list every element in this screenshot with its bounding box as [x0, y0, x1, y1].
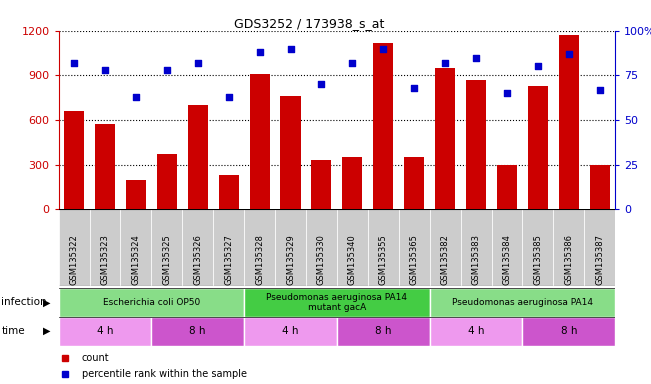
Bar	[522, 209, 553, 286]
Point	[533, 63, 543, 70]
Text: 8 h: 8 h	[189, 326, 206, 336]
Point	[409, 85, 419, 91]
Bar	[430, 209, 460, 286]
Text: GSM135387: GSM135387	[595, 233, 604, 285]
Bar	[430, 317, 522, 346]
Bar	[590, 165, 610, 209]
Point	[594, 86, 605, 93]
Text: 4 h: 4 h	[468, 326, 484, 336]
Bar	[337, 209, 368, 286]
Point	[347, 60, 357, 66]
Bar	[213, 209, 244, 286]
Bar	[522, 317, 615, 346]
Text: 4 h: 4 h	[283, 326, 299, 336]
Text: GSM135383: GSM135383	[471, 233, 480, 285]
Text: GSM135330: GSM135330	[317, 234, 326, 285]
Text: time: time	[1, 326, 25, 336]
Text: GSM135328: GSM135328	[255, 234, 264, 285]
Text: count: count	[82, 353, 109, 363]
Text: GSM135329: GSM135329	[286, 234, 295, 285]
Point	[161, 67, 172, 73]
Bar	[244, 317, 337, 346]
Text: Escherichia coli OP50: Escherichia coli OP50	[103, 298, 200, 307]
Bar	[120, 209, 151, 286]
Bar	[275, 209, 306, 286]
Bar	[244, 209, 275, 286]
Bar	[398, 209, 430, 286]
Bar	[559, 35, 579, 209]
Text: GSM135355: GSM135355	[379, 234, 388, 285]
Bar	[492, 209, 522, 286]
Text: percentile rank within the sample: percentile rank within the sample	[82, 369, 247, 379]
Point	[564, 51, 574, 57]
Text: infection: infection	[1, 297, 47, 308]
Bar	[151, 209, 182, 286]
Point	[471, 55, 481, 61]
Bar	[59, 317, 151, 346]
Text: GSM135365: GSM135365	[409, 234, 419, 285]
Text: ▶: ▶	[43, 326, 51, 336]
Bar	[187, 105, 208, 209]
Bar	[430, 288, 615, 317]
Bar	[59, 209, 89, 286]
Bar	[306, 209, 337, 286]
Text: GSM135340: GSM135340	[348, 234, 357, 285]
Bar	[126, 180, 146, 209]
Bar	[59, 288, 244, 317]
Bar	[151, 317, 244, 346]
Point	[131, 94, 141, 100]
Text: Pseudomonas aeruginosa PA14
mutant gacA: Pseudomonas aeruginosa PA14 mutant gacA	[266, 293, 408, 312]
Bar	[219, 175, 239, 209]
Bar	[337, 317, 430, 346]
Bar	[466, 80, 486, 209]
Bar	[373, 43, 393, 209]
Text: GSM135326: GSM135326	[193, 234, 202, 285]
Text: GDS3252 / 173938_s_at: GDS3252 / 173938_s_at	[234, 17, 384, 30]
Bar	[182, 209, 213, 286]
Bar	[460, 209, 492, 286]
Bar	[95, 124, 115, 209]
Text: 8 h: 8 h	[375, 326, 391, 336]
Point	[223, 94, 234, 100]
Point	[316, 81, 327, 88]
Bar	[528, 86, 548, 209]
Point	[193, 60, 203, 66]
Bar	[157, 154, 177, 209]
Bar	[584, 209, 615, 286]
Text: Pseudomonas aeruginosa PA14: Pseudomonas aeruginosa PA14	[452, 298, 593, 307]
Bar	[311, 160, 331, 209]
Text: GSM135323: GSM135323	[100, 234, 109, 285]
Text: GSM135322: GSM135322	[70, 234, 79, 285]
Text: GSM135325: GSM135325	[162, 234, 171, 285]
Point	[255, 49, 265, 55]
Point	[502, 90, 512, 96]
Text: GSM135327: GSM135327	[224, 234, 233, 285]
Text: GSM135324: GSM135324	[132, 234, 141, 285]
Text: 4 h: 4 h	[97, 326, 113, 336]
Text: GSM135384: GSM135384	[503, 234, 512, 285]
Bar	[435, 68, 455, 209]
Bar	[404, 157, 424, 209]
Text: GSM135386: GSM135386	[564, 233, 574, 285]
Point	[69, 60, 79, 66]
Text: GSM135382: GSM135382	[441, 234, 450, 285]
Bar	[249, 74, 270, 209]
Text: GSM135385: GSM135385	[533, 234, 542, 285]
Bar	[281, 96, 301, 209]
Text: ▶: ▶	[43, 297, 51, 308]
Bar	[64, 111, 84, 209]
Bar	[553, 209, 584, 286]
Bar	[89, 209, 120, 286]
Bar	[342, 157, 363, 209]
Bar	[497, 165, 517, 209]
Point	[100, 67, 110, 73]
Point	[440, 60, 450, 66]
Point	[378, 46, 389, 52]
Point	[285, 46, 296, 52]
Bar	[244, 288, 430, 317]
Bar	[368, 209, 398, 286]
Text: 8 h: 8 h	[561, 326, 577, 336]
